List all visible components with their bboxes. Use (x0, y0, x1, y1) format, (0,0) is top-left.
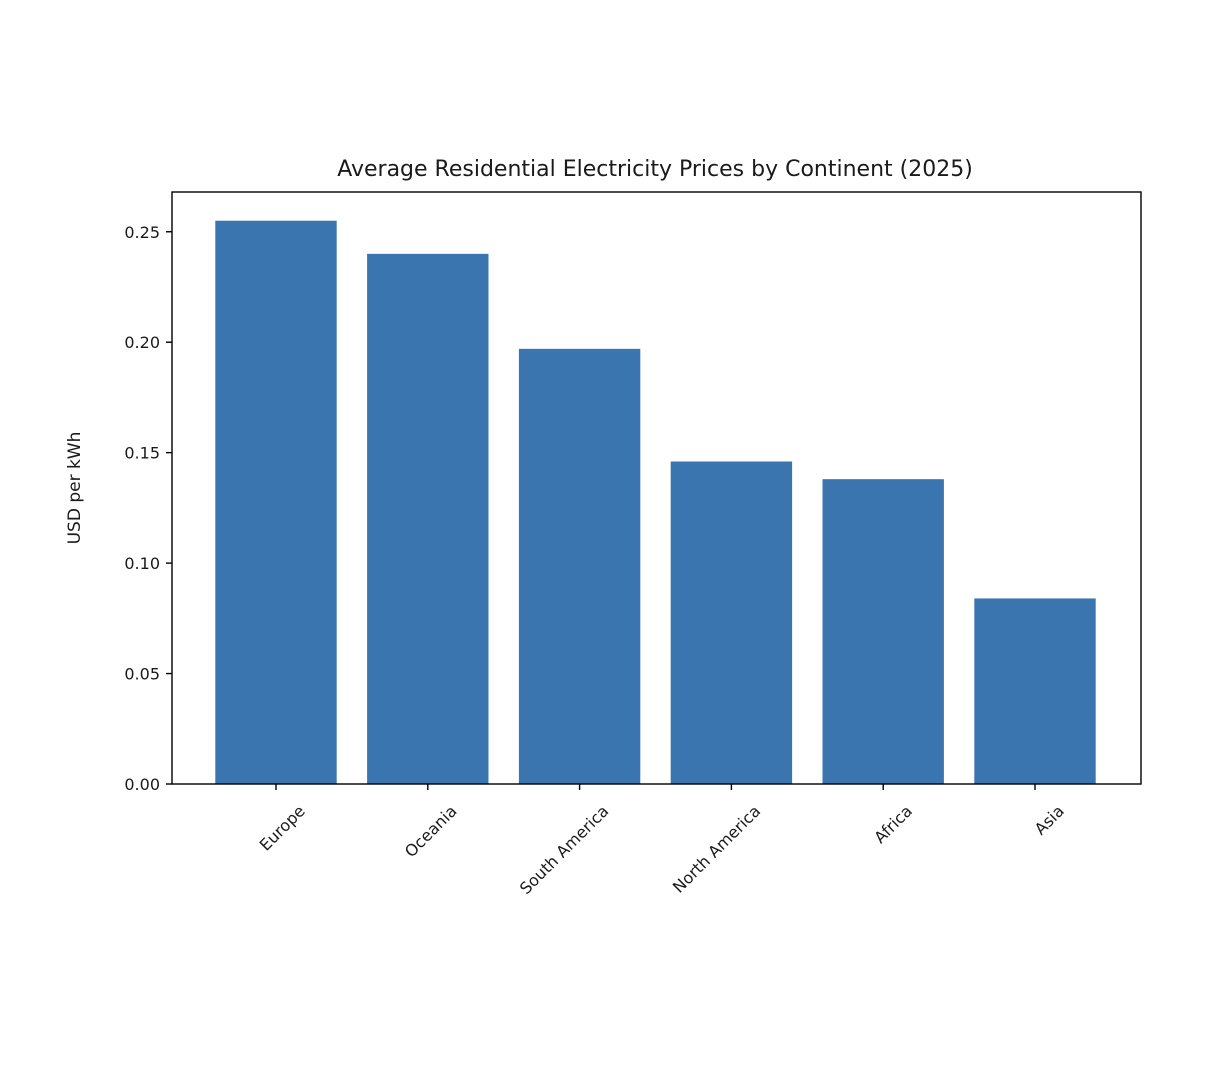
x-tick-label: South America (516, 801, 613, 898)
chart-title: Average Residential Electricity Prices b… (337, 157, 973, 182)
bar-europe (215, 220, 337, 784)
x-axis-ticks: Europe Oceania South America North America A… (256, 784, 1068, 898)
bars-group (215, 220, 1096, 784)
bar-oceania (367, 253, 489, 784)
y-axis-label: USD per kWh (65, 432, 85, 545)
x-tick-label: Africa (870, 801, 916, 847)
plot-area-frame (171, 191, 1142, 785)
bar-asia (974, 598, 1096, 784)
y-axis-ticks: 0.00 0.05 0.10 0.15 0.20 0.25 (124, 223, 172, 794)
y-tick-label: 0.10 (124, 554, 160, 573)
x-tick-label: Oceania (401, 801, 461, 861)
y-tick-label: 0.05 (124, 665, 160, 684)
bar-south-america (518, 348, 641, 784)
y-tick-label: 0.25 (124, 223, 160, 242)
y-tick-label: 0.15 (124, 444, 160, 463)
x-tick-label: Asia (1031, 801, 1068, 838)
bar-north-america (670, 461, 793, 784)
bar-africa (822, 479, 944, 784)
x-tick-label: Europe (256, 801, 309, 854)
y-tick-label: 0.20 (124, 333, 160, 352)
y-tick-label: 0.00 (124, 775, 160, 794)
x-tick-label: North America (669, 801, 764, 896)
